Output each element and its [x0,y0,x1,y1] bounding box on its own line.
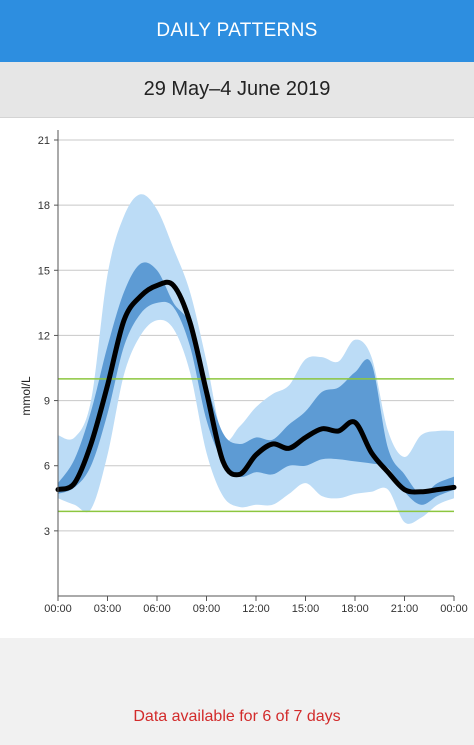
footer: Data available for 6 of 7 days [0,638,474,745]
x-tick-label: 00:00 [440,603,468,615]
y-tick-label: 6 [44,461,50,473]
x-tick-label: 09:00 [193,603,221,615]
y-tick-label: 21 [38,135,50,147]
x-tick-label: 00:00 [44,603,72,615]
x-tick-label: 12:00 [242,603,270,615]
x-tick-label: 03:00 [94,603,122,615]
data-availability-message: Data available for 6 of 7 days [133,708,341,725]
page-title: DAILY PATTERNS [156,20,318,41]
inner-percentile-band [58,262,454,505]
y-tick-label: 12 [38,330,50,342]
y-tick-label: 9 [44,396,50,408]
x-tick-label: 15:00 [292,603,320,615]
daily-patterns-chart: 3 6 9 12 15 18 21 00:00 03:00 06:00 09:00 12:00 15:0… [0,118,474,638]
x-tick-label: 18:00 [341,603,369,615]
date-range: 29 May–4 June 2019 [143,78,331,100]
chart-svg: 3 6 9 12 15 18 21 00:00 03:00 06:00 09:00 12:00 15:0… [19,130,468,615]
x-tick-label: 21:00 [391,603,419,615]
y-tick-label: 15 [38,265,50,277]
y-axis-label: mmol/L [19,376,33,416]
y-tick-label: 3 [44,526,50,538]
x-tick-label: 06:00 [143,603,171,615]
median-line [55,279,457,495]
y-tick-label: 18 [38,200,50,212]
app-header: DAILY PATTERNS [0,0,474,62]
date-range-bar: 29 May–4 June 2019 [0,62,474,118]
